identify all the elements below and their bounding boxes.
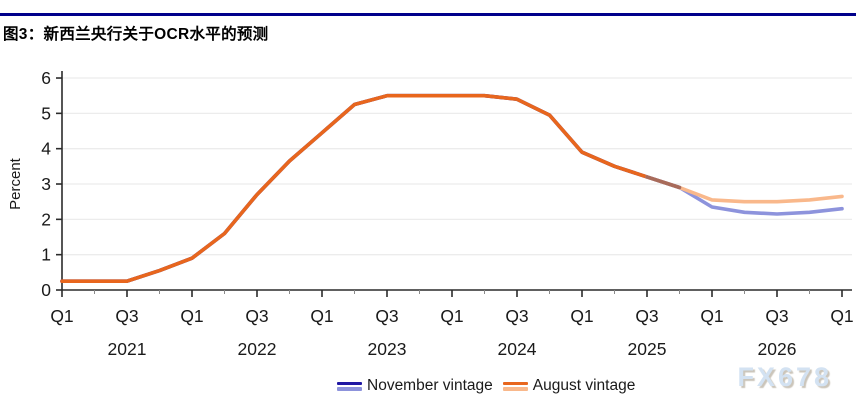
y-tick-label: 0 [41,280,51,300]
x-tick-label: Q1 [830,306,853,326]
x-tick-label: Q3 [765,306,788,326]
fx678-watermark: FX678 [737,362,832,392]
x-year-label: 2023 [368,339,407,359]
x-tick-label: Q3 [245,306,268,326]
ocr-line-chart: 0 1 2 3 4 5 6 Percent Q1 Q3 Q1 Q3 Q1 Q3 Q1 Q3 Q1 Q3 Q1 Q3 Q1… [0,56,856,368]
x-year-label: 2021 [108,339,147,359]
x-tick-label: Q1 [50,306,73,326]
y-tick-label: 3 [41,174,51,194]
series-line [60,93,682,283]
november-line-swatch [337,381,362,391]
x-tick-label: Q1 [440,306,463,326]
header-rule [0,13,856,16]
series-line [645,175,844,204]
x-tick-label: Q1 [310,306,333,326]
x-tick-label: Q3 [505,306,528,326]
x-year-label: 2025 [628,339,667,359]
x-tick-label: Q3 [115,306,138,326]
august-line-swatch [502,381,528,391]
legend-item-august: August vintage [502,377,636,395]
x-tick-label: Q1 [180,306,203,326]
y-tick-label: 4 [41,139,51,159]
legend-label-august: August vintage [532,377,636,394]
x-year-label: 2024 [498,339,537,359]
legend-item-november: November vintage [337,377,493,395]
series-line [645,175,682,190]
x-tick-label: Q3 [375,306,398,326]
x-tick-label: Q3 [635,306,658,326]
x-year-label: 2026 [758,339,797,359]
y-tick-label: 2 [41,209,51,229]
x-tick-label: Q1 [700,306,723,326]
chart-legend: November vintage August vintage [337,377,635,395]
y-tick-label: 1 [41,245,51,265]
y-tick-label: 5 [41,103,51,123]
y-tick-label: 6 [41,68,51,88]
series-line [677,185,844,216]
x-year-label: 2022 [238,339,277,359]
figure-title: 图3：新西兰央行关于OCR水平的预测 [3,26,269,43]
series-line [60,93,649,283]
plot-area: 0 1 2 3 4 5 6 Percent Q1 Q3 Q1 Q3 Q1 Q3 Q1 Q3 Q1 Q3 Q1 Q3 Q1… [7,68,854,359]
legend-label-november: November vintage [367,377,493,394]
x-tick-label: Q1 [570,306,593,326]
y-axis-label: Percent [7,157,24,210]
